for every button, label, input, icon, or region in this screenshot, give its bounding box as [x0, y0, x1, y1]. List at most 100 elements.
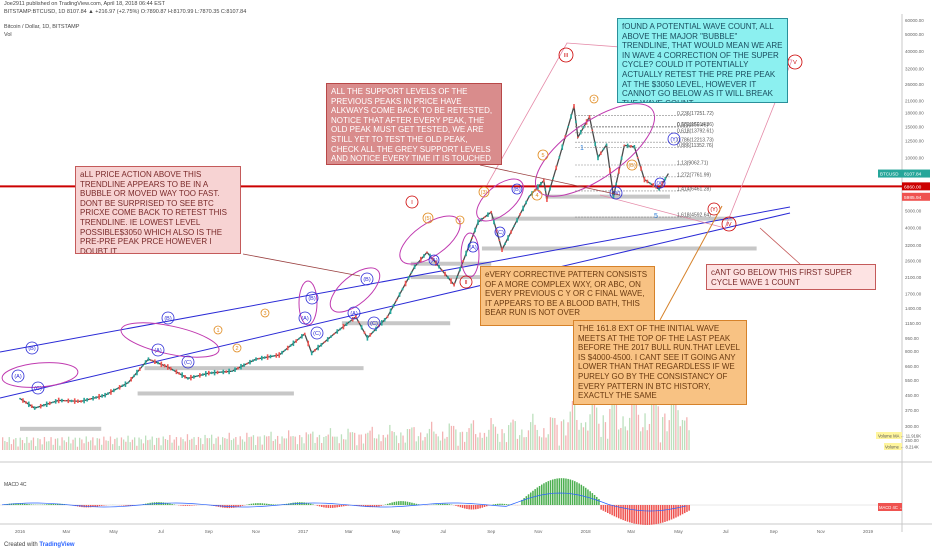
x-tick-label: Nov — [534, 529, 543, 534]
price-tag-bg — [902, 169, 930, 178]
x-tick-label: May — [674, 529, 683, 534]
macd-bar — [26, 504, 28, 505]
volume-bar — [24, 443, 26, 450]
wave-label: (C) — [496, 230, 504, 236]
wave-label-circle — [787, 54, 803, 70]
volume-bar — [444, 438, 446, 450]
macd-bar — [46, 504, 48, 505]
wave-label-circle — [405, 195, 419, 209]
y-tick-label: 50000.00 — [905, 32, 924, 37]
volume-bar — [624, 426, 626, 450]
macd-bar — [19, 503, 22, 505]
price-candle — [115, 388, 118, 390]
macd-bar — [668, 505, 671, 521]
price-candle — [602, 148, 605, 150]
macd-bar — [622, 505, 624, 521]
volume-bar — [72, 439, 74, 450]
price-candle — [28, 401, 30, 408]
price-candle — [144, 360, 147, 365]
volume-bar — [50, 437, 52, 450]
volume-bar — [296, 444, 299, 450]
price-candle — [355, 315, 357, 319]
price-candle — [64, 399, 66, 402]
volume-bar — [123, 439, 125, 450]
macd-bar — [670, 505, 673, 520]
wave-label-circle — [360, 272, 374, 286]
volume-bar — [543, 428, 545, 450]
correction-ellipse — [460, 232, 480, 278]
y-tick-label: 32000.00 — [905, 66, 924, 71]
vol-label: Vol — [4, 32, 12, 38]
footer-credit: Created with TradingView — [4, 542, 75, 548]
price-candle — [519, 213, 521, 216]
price-candle — [301, 334, 303, 339]
volume-bar — [90, 440, 92, 450]
macd-bar — [334, 505, 336, 508]
grey-support-level — [341, 321, 451, 326]
macd-bar — [338, 505, 341, 507]
volume-bar — [193, 437, 195, 450]
price-candle — [54, 399, 57, 404]
macd-bar — [169, 503, 171, 505]
volume-bar — [417, 436, 420, 450]
price-tag-bg — [902, 192, 930, 201]
macd-bar — [54, 503, 57, 505]
macd-bar — [235, 505, 237, 508]
price-candle — [98, 393, 100, 400]
wave-label-circle — [347, 306, 361, 320]
tradingview-logo[interactable]: TradingView — [39, 542, 75, 548]
macd-bar — [609, 505, 611, 515]
price-tag-text: 6860.00 — [904, 184, 922, 190]
volume-bar — [488, 429, 490, 450]
price-candle — [588, 115, 591, 119]
volume-bar — [629, 417, 631, 450]
macd-bar — [310, 503, 312, 505]
price-candle — [570, 114, 572, 119]
volume-bar — [153, 444, 156, 450]
volume-bar — [103, 436, 105, 450]
price-candle — [181, 372, 183, 378]
volume-bar — [338, 443, 340, 450]
volume-bar — [400, 432, 402, 450]
wave-label-circle — [181, 355, 195, 369]
macd-bar — [413, 503, 415, 505]
y-tick-label: 660.00 — [905, 364, 919, 369]
price-candle — [661, 181, 664, 187]
price-candle — [345, 322, 348, 326]
volume-bar — [74, 437, 76, 450]
volume-bar — [437, 436, 439, 450]
macd-bar — [305, 502, 308, 505]
volume-bar — [618, 429, 620, 450]
volume-bar — [325, 436, 327, 450]
volume-bar — [644, 413, 646, 450]
price-candle — [423, 254, 425, 258]
volume-bar — [602, 415, 604, 450]
macd-bar — [332, 505, 334, 508]
volume-bar — [684, 420, 686, 450]
macd-bar — [393, 501, 396, 505]
macd-bar — [417, 504, 420, 505]
price-candle — [310, 350, 313, 356]
wave-label: 2 — [592, 97, 595, 103]
macd-bar — [657, 505, 660, 524]
volume-bar — [532, 413, 534, 450]
macd-bar — [94, 505, 96, 507]
volume-bar — [409, 429, 411, 450]
published-line: Joe2911 published on TradingView.com, Ap… — [4, 1, 165, 7]
price-candle — [564, 135, 566, 139]
price-candle — [243, 363, 245, 367]
volume-bar — [211, 434, 213, 450]
volume-bar — [519, 435, 521, 450]
price-candle — [504, 242, 506, 246]
volume-bar — [426, 433, 428, 450]
fib-level-label: 0.236(17251.72) — [677, 111, 714, 117]
volume-bar — [241, 439, 244, 450]
volume-bar — [321, 442, 323, 450]
price-candle — [133, 374, 135, 378]
volume-bar — [433, 431, 435, 450]
volume-bar — [567, 422, 569, 450]
volume-bar — [136, 445, 138, 450]
macd-bar — [98, 505, 101, 507]
wave-label-circle — [626, 159, 638, 171]
x-tick-label: Nov — [817, 529, 826, 534]
